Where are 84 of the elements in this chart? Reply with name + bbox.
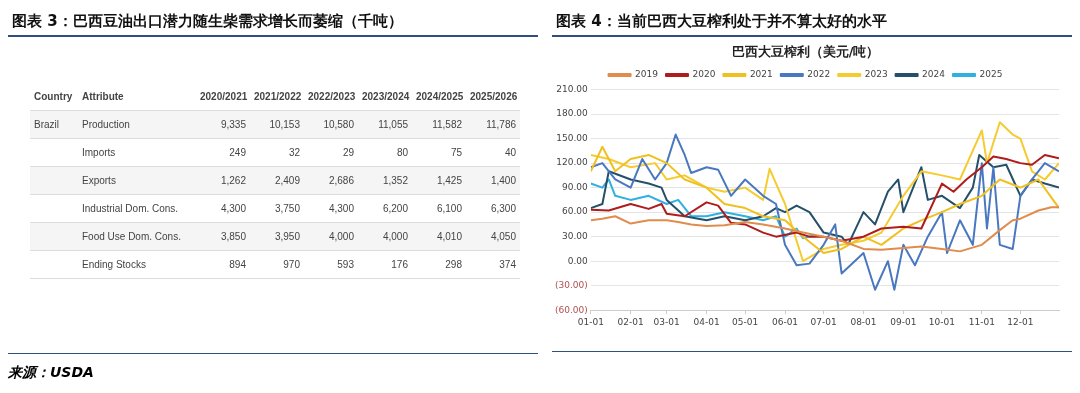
text: 176 <box>391 259 408 270</box>
text: 4,300 <box>328 203 354 214</box>
y-tick-label: 150.00 <box>556 132 589 143</box>
text: Country <box>30 83 78 111</box>
text: 4,010 <box>436 231 462 242</box>
text: 249 <box>229 147 246 158</box>
y-tick-label: 210.00 <box>556 83 589 94</box>
text: 10,580 <box>323 119 354 130</box>
text: 2,686 <box>328 175 354 186</box>
text: 593 <box>337 259 354 270</box>
text: Attribute <box>78 83 196 111</box>
text: 1,262 <box>220 175 246 186</box>
category-label: 2020/2021 <box>196 83 250 111</box>
legend-label: 2022 <box>807 69 831 80</box>
category-label: 2021/2022 <box>250 83 304 111</box>
text: Brazil <box>30 110 78 139</box>
legend-label: 2020 <box>692 69 716 80</box>
category-label: 2023/2024 <box>358 83 412 111</box>
text: 9,335 <box>220 119 246 130</box>
source-note: 来源：USDA <box>8 364 94 380</box>
text: 80 <box>396 147 408 158</box>
chart-subtitle: 巴西大豆榨利（美元/吨） <box>731 44 880 60</box>
y-tick-label: 90.00 <box>562 181 589 192</box>
text: 2,409 <box>274 175 300 186</box>
legend-label: 2021 <box>749 69 773 80</box>
x-tick-label: 06-01 <box>771 316 799 327</box>
text: 1,352 <box>382 175 408 186</box>
text: 3,850 <box>220 231 246 242</box>
text: 374 <box>499 259 516 270</box>
category-label: Imports <box>82 147 116 158</box>
y-tick-label: 180.00 <box>556 108 589 119</box>
y-tick-label: 60.00 <box>562 206 589 217</box>
x-tick-label: 07-01 <box>810 316 837 327</box>
x-tick-label: 05-01 <box>732 316 759 327</box>
text: 图表 3：巴西豆油出口潜力随生柴需求增长而萎缩（千吨） <box>8 8 538 37</box>
text: 10,153 <box>269 119 300 130</box>
text: 4,050 <box>490 231 516 242</box>
text: 4,000 <box>328 231 354 242</box>
y-tick-label: (30.00) <box>554 280 588 291</box>
text: 894 <box>229 259 246 270</box>
x-tick-label: 02-01 <box>617 316 644 327</box>
x-tick-label: 04-01 <box>693 316 720 327</box>
legend-label: 2024 <box>922 69 946 80</box>
text: 1,425 <box>436 175 462 186</box>
text: 970 <box>283 259 300 270</box>
legend-label: 2023 <box>864 69 888 80</box>
text: 3,750 <box>274 203 300 214</box>
x-tick-label: 10-01 <box>928 316 956 327</box>
text: 6,200 <box>382 203 408 214</box>
category-label: 2022/2023 <box>304 83 358 111</box>
legend-label: 2025 <box>979 69 1003 80</box>
category-label: Production <box>82 119 130 130</box>
x-tick-label: 12-01 <box>1007 316 1034 327</box>
text: 4,000 <box>382 231 408 242</box>
x-tick-label: 08-01 <box>850 316 877 327</box>
y-tick-label: 120.00 <box>556 157 589 168</box>
y-tick-label: 30.00 <box>562 231 589 242</box>
x-tick-label: 09-01 <box>890 316 917 327</box>
y-tick-label: 0.00 <box>567 255 589 266</box>
x-tick-label: 01-01 <box>577 316 604 327</box>
text: 6,300 <box>490 203 516 214</box>
text: 11,786 <box>486 119 516 130</box>
x-tick-label: 11-01 <box>968 316 995 327</box>
category-label: Food Use Dom. Cons. <box>82 231 181 242</box>
text: 11,582 <box>432 119 462 130</box>
text: 75 <box>450 147 462 158</box>
text: 4,300 <box>220 203 246 214</box>
text: 40 <box>504 147 516 158</box>
text: 29 <box>342 147 354 158</box>
text: 32 <box>288 147 300 158</box>
text: 1,400 <box>490 175 516 186</box>
category-label: 2025/2026 <box>466 83 520 111</box>
category-label: Ending Stocks <box>82 259 146 270</box>
x-tick-label: 03-01 <box>653 316 680 327</box>
text: 3,950 <box>274 231 300 242</box>
text: 298 <box>445 259 462 270</box>
legend-label: 2019 <box>635 69 659 80</box>
category-label: Exports <box>82 175 116 186</box>
chart-title: 图表 4：当前巴西大豆榨利处于并不算太好的水平 <box>552 8 1072 37</box>
category-label: 2024/2025 <box>412 83 466 111</box>
category-label: Industrial Dom. Cons. <box>82 203 179 214</box>
text: 6,100 <box>436 203 462 214</box>
text: 11,055 <box>378 119 408 130</box>
y-tick-label: (60.00) <box>554 304 588 315</box>
